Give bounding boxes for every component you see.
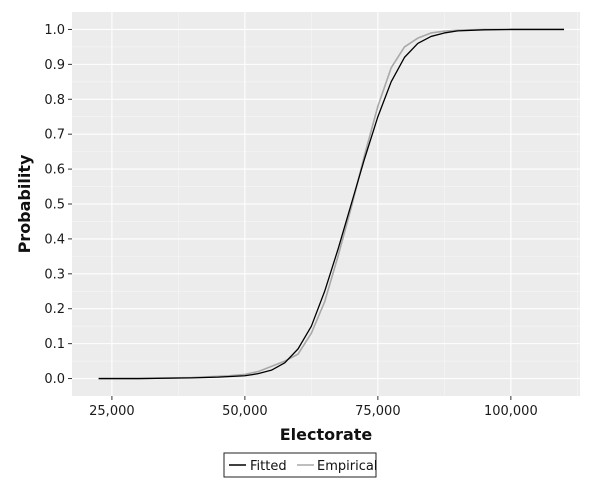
y-tick-label: 0.9 <box>44 58 65 73</box>
legend-label-empirical: Empirical <box>317 459 377 474</box>
x-tick-label: 50,000 <box>222 404 268 419</box>
x-axis-ticks: 25,000 50,000 75,000 100,000 <box>89 396 538 419</box>
y-tick-label: 0.5 <box>44 198 65 213</box>
series-line-fitted <box>98 28 565 380</box>
series-lines <box>98 28 565 380</box>
y-tick-label: 0.0 <box>44 372 65 387</box>
y-tick-label: 0.3 <box>44 267 65 282</box>
legend: Fitted Empirical <box>223 452 377 478</box>
y-tick-label: 0.2 <box>44 302 65 317</box>
x-axis-title: Electorate <box>280 425 373 444</box>
y-tick-label: 1.0 <box>44 23 65 38</box>
y-tick-label: 0.6 <box>44 163 65 178</box>
legend-label-fitted: Fitted <box>250 459 287 474</box>
x-tick-label: 75,000 <box>355 404 401 419</box>
x-tick-label: 25,000 <box>89 404 135 419</box>
y-tick-label: 0.4 <box>44 232 65 247</box>
x-tick-label: 100,000 <box>484 404 538 419</box>
y-axis-ticks: 0.0 0.1 0.2 0.3 0.4 0.5 0.6 0.7 0.8 0.9 1.0 <box>44 23 72 387</box>
y-tick-label: 0.8 <box>44 93 65 108</box>
series-line-empirical <box>98 28 565 380</box>
y-axis-title: Probability <box>15 154 34 253</box>
major-gridlines <box>72 12 580 396</box>
y-tick-label: 0.7 <box>44 128 65 143</box>
y-tick-label: 0.1 <box>44 337 65 352</box>
